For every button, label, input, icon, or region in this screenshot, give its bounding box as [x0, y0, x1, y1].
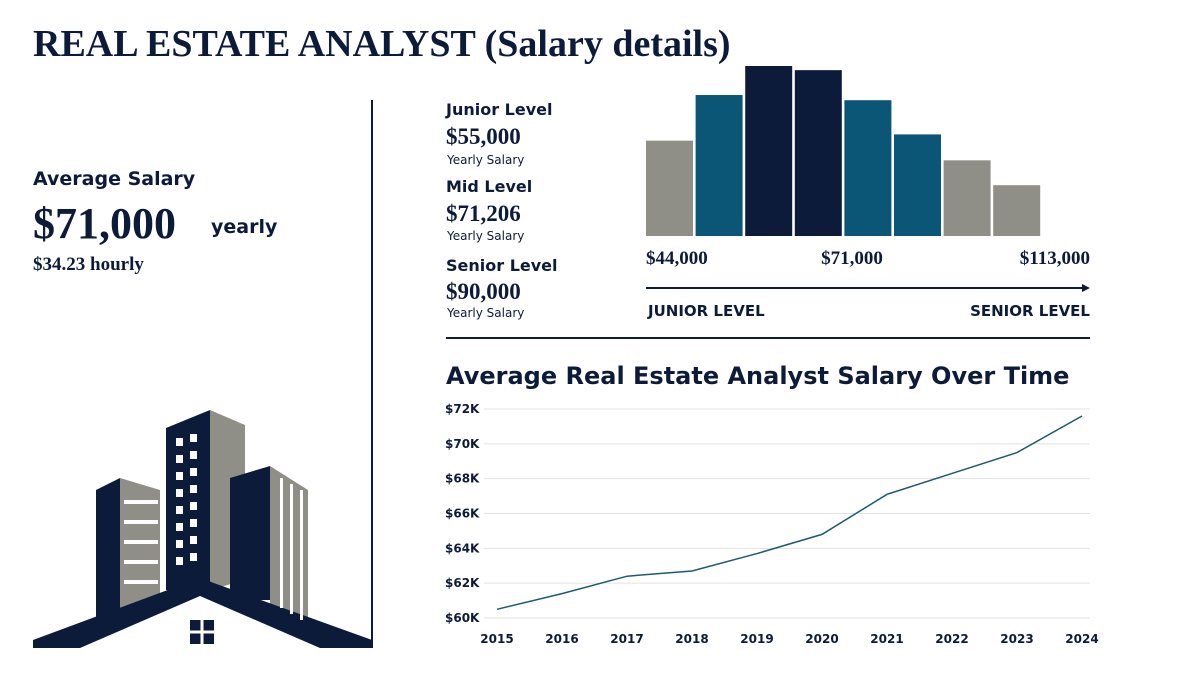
bar: [695, 95, 743, 237]
range-label: SENIOR LEVEL: [970, 302, 1090, 320]
level-note: Yearly Salary: [447, 306, 525, 320]
y-tick-label: $66K: [445, 507, 480, 521]
summary-period: yearly: [211, 216, 278, 238]
bar: [646, 140, 693, 236]
bar: [894, 134, 941, 236]
level-salary: $71,206: [446, 201, 521, 226]
arrow-head: [1082, 284, 1090, 292]
x-tick-label: 2015: [480, 632, 513, 646]
bar: [794, 70, 842, 237]
x-tick-label: 2022: [935, 632, 968, 646]
bar: [844, 100, 892, 237]
x-label: $71,000: [821, 248, 883, 269]
level-salary: $90,000: [446, 279, 521, 304]
range-label: JUNIOR LEVEL: [647, 302, 765, 320]
level-note: Yearly Salary: [447, 153, 525, 167]
bar: [993, 185, 1041, 236]
summary-hourly: $34.23 hourly: [33, 254, 144, 275]
x-tick-label: 2018: [675, 632, 708, 646]
level-salary: $55,000: [446, 124, 521, 149]
summary-value: $71,000: [33, 199, 176, 248]
chart-title: Average Real Estate Analyst Salary Over …: [446, 362, 1069, 390]
level-note: Yearly Salary: [447, 229, 525, 243]
x-label: $44,000: [646, 248, 708, 269]
x-tick-label: 2020: [805, 632, 838, 646]
level-name: Junior Level: [446, 100, 553, 119]
y-tick-label: $72K: [445, 402, 480, 416]
summary-label: Average Salary: [33, 168, 196, 190]
x-label: $113,000: [1020, 248, 1090, 269]
y-tick-label: $60K: [445, 611, 480, 625]
x-tick-label: 2023: [1000, 632, 1033, 646]
x-tick-label: 2016: [545, 632, 578, 646]
bar: [745, 66, 793, 236]
y-tick-label: $68K: [445, 472, 480, 486]
x-tick-label: 2019: [740, 632, 773, 646]
y-tick-label: $62K: [445, 576, 480, 590]
y-tick-label: $64K: [445, 541, 480, 555]
level-name: Mid Level: [446, 177, 533, 196]
x-tick-label: 2021: [870, 632, 903, 646]
building-illustration: [33, 410, 372, 648]
page-title: REAL ESTATE ANALYST (Salary details): [33, 23, 731, 65]
level-name: Senior Level: [446, 256, 558, 275]
bar: [943, 160, 991, 236]
line: [496, 415, 1083, 611]
x-tick-label: 2024: [1065, 632, 1098, 646]
y-tick-label: $70K: [445, 437, 480, 451]
x-tick-label: 2017: [610, 632, 643, 646]
